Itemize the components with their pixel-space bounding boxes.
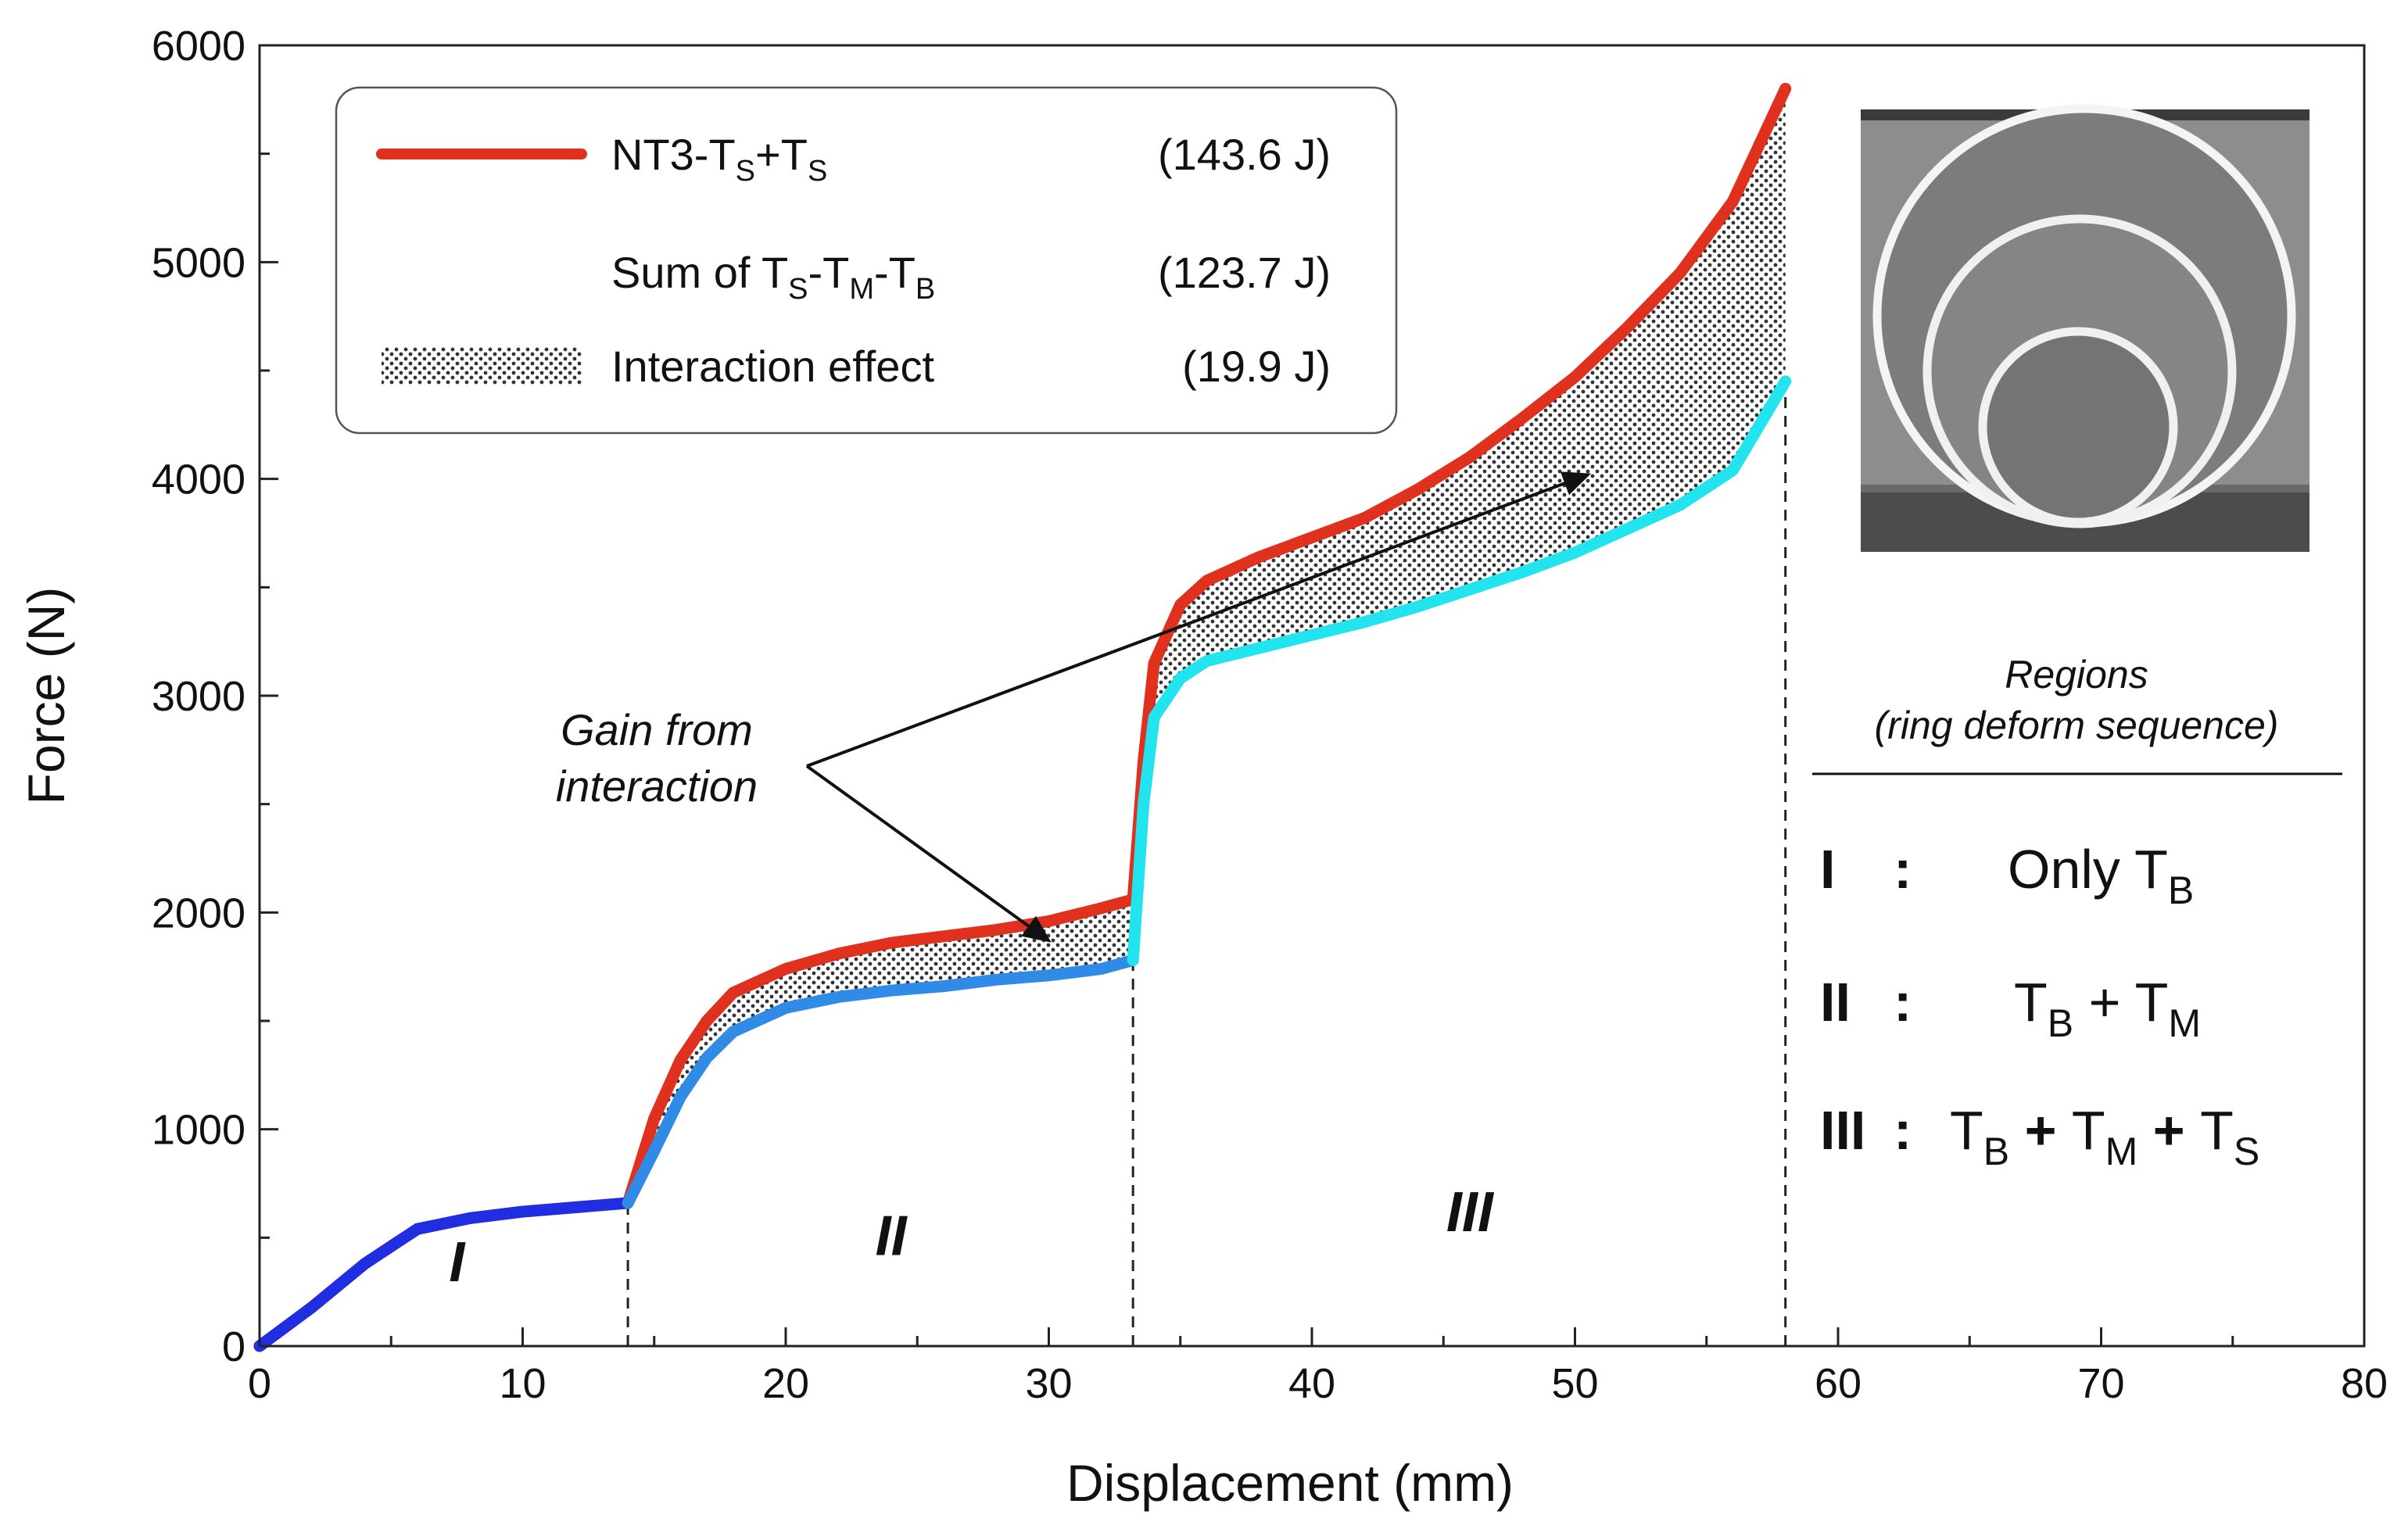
gain-annotation: Gain from interaction: [556, 471, 1592, 943]
y-tick-label: 0: [222, 1323, 245, 1370]
x-tick-label: 60: [1815, 1360, 1862, 1407]
x-tick-label: 50: [1551, 1360, 1598, 1407]
annotation-line-1: Gain from: [561, 705, 753, 754]
region-label: III: [1446, 1181, 1495, 1244]
annotation-line-2: interaction: [556, 761, 758, 811]
regions-subtitle: (ring deform sequence): [1875, 704, 2279, 747]
regions-title: Regions: [2005, 653, 2148, 696]
legend-label-sum: Sum of TS-TM-TB: [611, 248, 935, 306]
legend-energy-interaction: (19.9 J): [1182, 342, 1331, 391]
y-tick-label: 1000: [152, 1107, 245, 1154]
ring-photo: [1861, 104, 2309, 552]
y-tick-label: 5000: [152, 239, 245, 286]
legend-label-interaction: Interaction effect: [611, 342, 934, 391]
region-labels: I II III: [449, 1181, 1495, 1294]
y-axis-label: Force (N): [17, 587, 75, 805]
series-sum-line-region1: [253, 1197, 634, 1352]
region-label: II: [876, 1205, 908, 1268]
region-row-text: TB + TM + TS: [1950, 1100, 2259, 1173]
legend-swatch-interaction: [382, 347, 582, 385]
region-row-numeral: III: [1820, 1100, 1865, 1161]
y-tick-label: 4000: [152, 457, 245, 503]
legend-energy-nt3: (143.6 J): [1158, 130, 1331, 179]
x-tick-label: 10: [499, 1360, 546, 1407]
annotation-arrows: [805, 471, 1592, 943]
regions-panel: Regions (ring deform sequence) I: Only TB…: [1812, 653, 2342, 1173]
region-row-numeral: II: [1820, 972, 1851, 1033]
region-row-colon: :: [1894, 1100, 1912, 1161]
x-axis-label: Displacement (mm): [1066, 1454, 1514, 1512]
axis-ticks: 0 10 20 30 40 50 60 70 80 0 1000 2000 3000 4000 5000 60…: [152, 23, 2388, 1407]
series-sum-line-region3: [1127, 375, 1792, 966]
legend-energy-sum: (123.7 J): [1158, 248, 1331, 297]
annotation-arrow: [806, 471, 1592, 768]
region-boundaries: [626, 381, 1787, 1346]
y-tick-label: 2000: [152, 890, 245, 936]
annotation-arrow: [805, 764, 1052, 943]
region-label: I: [449, 1231, 466, 1294]
legend: NT3-TS+TS (143.6 J) Sum of TS-TM-TB (123…: [335, 86, 1398, 435]
x-tick-label: 20: [762, 1360, 809, 1407]
x-tick-label: 30: [1025, 1360, 1072, 1407]
x-tick-label: 0: [248, 1360, 271, 1407]
y-tick-label: 3000: [152, 673, 245, 720]
legend-box: [335, 86, 1398, 435]
region-row-text: Only TB: [2008, 839, 2194, 912]
region-row-colon: :: [1894, 839, 1912, 900]
x-tick-label: 70: [2077, 1360, 2124, 1407]
region-row-colon: :: [1894, 972, 1912, 1033]
x-tick-label: 80: [2341, 1360, 2388, 1407]
legend-label-nt3: NT3-TS+TS: [611, 130, 827, 188]
region-row-numeral: I: [1820, 839, 1835, 900]
regions-rows: I: Only TB II: TB + TM III: TB + TM + TS: [1820, 839, 2259, 1173]
y-tick-label: 6000: [152, 23, 245, 70]
x-tick-label: 40: [1288, 1360, 1335, 1407]
region-row-text: TB + TM: [2014, 972, 2201, 1045]
series-sum-line-region2: [622, 954, 1139, 1209]
